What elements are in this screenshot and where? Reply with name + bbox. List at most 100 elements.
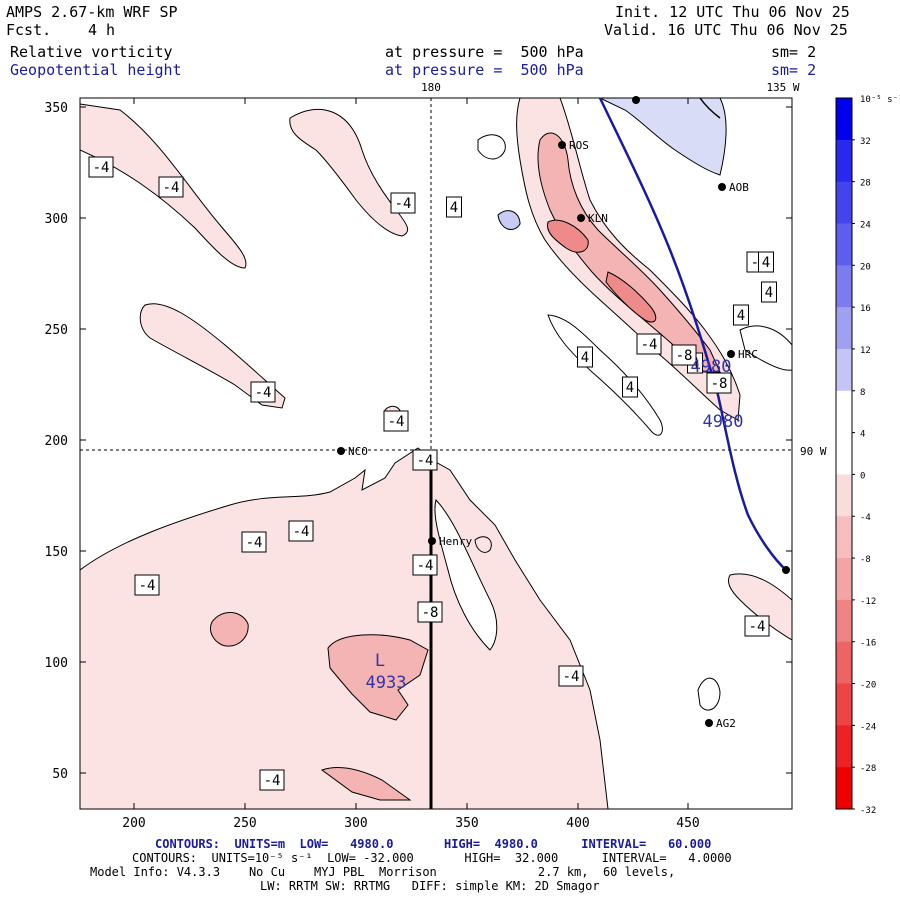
- vorticity-region-ag2: [697, 677, 721, 711]
- lon-label-180: 180: [421, 81, 441, 94]
- colorbar-label: 16: [860, 304, 871, 314]
- station-label: AOB: [729, 181, 749, 194]
- vorticity-core-knl: [546, 219, 589, 253]
- vorticity-gap-henry: [434, 499, 498, 651]
- field2-name: Geopotential height: [10, 61, 182, 79]
- colorbar-segment: [836, 432, 852, 475]
- colorbar-segment: [836, 516, 852, 559]
- x-tick-label: 400: [566, 816, 589, 831]
- contour-label-neg4-text: -4: [255, 385, 272, 401]
- colorbar-label: 0: [860, 471, 865, 481]
- vorticity-cell-low: [327, 634, 429, 721]
- vorticity-positive-sw: [477, 134, 506, 160]
- contour-label-pos4: 4: [446, 196, 462, 218]
- colorbar-segment: [836, 474, 852, 517]
- contour-label-neg4: -4: [158, 176, 184, 198]
- vorticity-cell-south: [320, 767, 412, 801]
- contour-label-neg4-text: -4: [264, 773, 281, 789]
- footer-physics: LW: RRTM SW: RRTMG DIFF: simple KM: 2D S…: [260, 879, 600, 893]
- colorbar-label: 4: [860, 430, 865, 440]
- contour-label-neg4: -4: [412, 554, 438, 576]
- contour-label-neg8-text: -8: [422, 605, 439, 621]
- contour-label-neg4: -4: [288, 520, 314, 542]
- colorbar-segment: [836, 223, 852, 266]
- low-center-value: 4933: [366, 673, 407, 693]
- footer-model-info: Model Info: V4.3.3 No Cu MYJ PBL Morriso…: [90, 865, 676, 879]
- contour-label-neg4-text: -4: [417, 558, 434, 574]
- vorticity-region-se: [727, 573, 792, 641]
- station-ag2: AG2: [705, 717, 736, 730]
- vorticity-positive-ne: [599, 98, 727, 176]
- forecast-label: Fcst.: [6, 21, 52, 39]
- station-label: HRC: [738, 348, 758, 361]
- station-henry: Henry: [428, 535, 472, 548]
- y-tick-label: 150: [45, 545, 68, 560]
- init-time: Init. 12 UTC Thu 06 Nov 25: [615, 3, 850, 21]
- model-title: AMPS 2.67-km WRF SP: [6, 3, 178, 21]
- station-aob: AOB: [718, 181, 749, 194]
- field2-level: at pressure = 500 hPa: [385, 61, 584, 79]
- contour-label-neg4-text: -4: [395, 196, 412, 212]
- contour-label-pos4: 4: [758, 251, 774, 273]
- contour-label-neg4: -4: [241, 531, 267, 553]
- colorbar-label: -28: [860, 764, 876, 774]
- colorbar-segment: [836, 348, 852, 392]
- y-tick-label: 100: [45, 656, 68, 671]
- x-tick-label: 350: [455, 816, 478, 831]
- contour-label-pos4: 4: [622, 376, 638, 398]
- colorbar-label: 24: [860, 220, 871, 230]
- forecast-value: 4 h: [88, 21, 116, 39]
- contour-label-neg4-text: -4: [139, 578, 156, 594]
- station-nco: NCO: [337, 445, 368, 458]
- y-tick-label: 350: [45, 101, 68, 116]
- contour-label-neg4: -4: [744, 615, 770, 637]
- colorbar-segment: [836, 641, 852, 685]
- station-label: ROS: [569, 139, 589, 152]
- colorbar-segment: [836, 390, 852, 434]
- colorbar: 10⁻⁵ s⁻¹ 32 28 24 20 16 12 8 4 0 -4 -8 -12 -16 -20 -24 -…: [835, 95, 900, 816]
- field1-level: at pressure = 500 hPa: [385, 43, 584, 61]
- footer-vorticity-contours: CONTOURS: UNITS=10⁻⁵ s⁻¹ LOW= -32.000 HI…: [132, 851, 732, 865]
- contour-label-neg4-text: -4: [563, 669, 580, 685]
- x-tick-label: 450: [676, 816, 699, 831]
- height-label-4980: 4980: [691, 357, 732, 377]
- valid-time: Valid. 16 UTC Thu 06 Nov 25: [604, 21, 848, 39]
- contour-label-pos4: 4: [761, 281, 777, 303]
- contour-label-neg4-text: -4: [293, 524, 310, 540]
- contour-label-neg4: -4: [88, 156, 114, 178]
- station-label: AG2: [716, 717, 736, 730]
- contour-label-neg4: -4: [412, 449, 438, 471]
- contour-label-pos4-text: 4: [765, 285, 773, 301]
- colorbar-label: 28: [860, 179, 871, 189]
- contour-label-neg4: -4: [383, 410, 409, 432]
- colorbar-segment: [836, 558, 852, 601]
- contour-label-neg4: -4: [558, 665, 584, 687]
- lon-label-90w: 90 W: [800, 445, 827, 458]
- y-tick-label: 250: [45, 323, 68, 338]
- station-markers: ROS AOB KLN HRC NCO Henry AG2: [337, 96, 790, 730]
- colorbar-label: 12: [860, 346, 871, 356]
- vorticity-cell-west: [209, 612, 249, 647]
- axis-ticks: 200 250 300 350 400 450 350 300 250 200 150 100 50 18…: [45, 81, 827, 831]
- colorbar-label: 32: [860, 137, 871, 147]
- x-tick-label: 300: [344, 816, 367, 831]
- station-kln: KLN: [577, 212, 608, 225]
- colorbar-label: -8: [860, 555, 871, 565]
- colorbar-segment: [836, 265, 852, 308]
- low-center-label: L: [375, 651, 385, 671]
- station-label: NCO: [348, 445, 368, 458]
- colorbar-segment: [836, 599, 852, 643]
- vorticity-band-central: [289, 109, 409, 237]
- station-marker-east: [782, 566, 790, 574]
- colorbar-unit: 10⁻⁵ s⁻¹: [860, 95, 900, 105]
- contour-label-neg4-text: -4: [93, 160, 110, 176]
- contour-label-neg4-text: -4: [163, 180, 180, 196]
- colorbar-label: 8: [860, 388, 865, 398]
- x-tick-label: 200: [122, 816, 145, 831]
- contour-label-pos4-text: 4: [737, 308, 745, 324]
- y-tick-label: 300: [45, 212, 68, 227]
- contour-label-neg8-text: -8: [711, 376, 728, 392]
- station-label: KLN: [588, 212, 608, 225]
- footer-height-contours: CONTOURS: UNITS=m LOW= 4980.0 HIGH= 4980…: [155, 837, 712, 851]
- colorbar-label: -24: [860, 722, 876, 732]
